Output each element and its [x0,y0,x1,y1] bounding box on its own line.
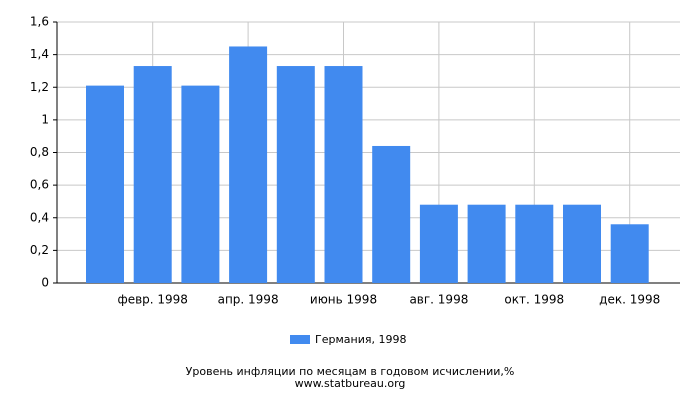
y-tick-label: 0,4 [30,210,49,224]
bar [229,46,268,283]
bar [419,204,458,283]
bar [515,204,554,283]
y-tick-label: 1 [41,112,49,126]
bar [563,204,601,283]
legend-label: Германия, 1998 [315,333,406,346]
bar [467,204,506,283]
x-tick-label: февр. 1998 [117,293,188,307]
source: www.statbureau.org [295,377,406,390]
bar [276,66,315,283]
y-tick-label: 0,2 [30,243,49,257]
bar [372,145,411,283]
x-tick-label: апр. 1998 [218,293,279,307]
chart-title: Уровень инфляции по месяцам в годовом ис… [186,365,515,378]
bar [181,85,220,284]
y-tick-label: 0,6 [30,178,49,192]
bar [324,66,363,283]
bar [86,85,124,284]
legend-swatch [290,335,310,344]
x-tick-label: окт. 1998 [504,293,564,307]
bar [133,66,172,283]
y-tick-label: 1,6 [30,15,49,29]
x-tick-label: июнь 1998 [310,293,377,307]
bar [610,224,649,283]
y-tick-label: 0,8 [30,145,49,159]
y-tick-label: 0 [41,276,49,290]
x-tick-label: дек. 1998 [599,293,660,307]
y-tick-label: 1,2 [30,80,49,94]
x-tick-label: авг. 1998 [409,293,468,307]
y-tick-label: 1,4 [30,47,49,61]
